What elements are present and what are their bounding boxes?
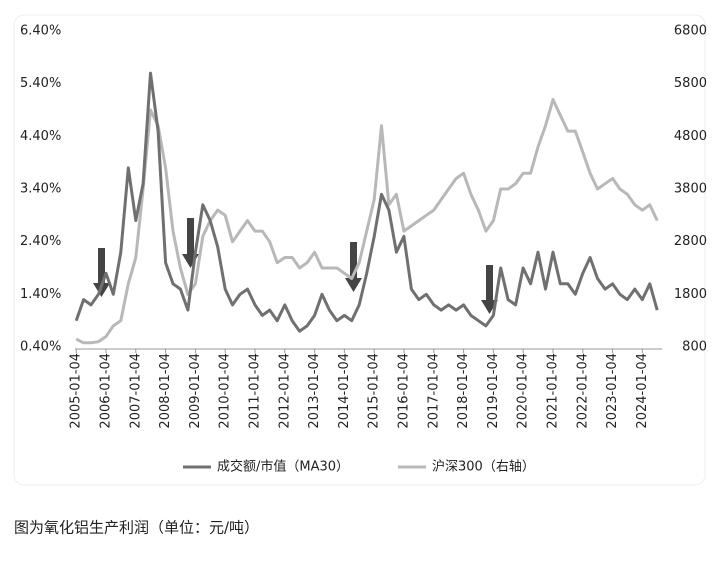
x-tick-label: 2012-01-04 [277,353,292,429]
y2-tick-label: 4800 [674,129,707,144]
y-tick-label: 0.40% [20,340,61,355]
x-tick-label: 2017-01-04 [426,353,441,429]
x-tick-label: 2013-01-04 [307,353,322,429]
y2-tick-label: 2800 [674,234,707,249]
x-tick-label: 2006-01-04 [99,353,114,429]
x-tick-label: 2005-01-04 [69,353,84,429]
x-tick-label: 2021-01-04 [546,353,561,429]
legend-label: 沪深300（右轴） [432,459,535,475]
x-tick-label: 2019-01-04 [486,353,501,429]
y-tick-label: 4.40% [20,129,61,144]
x-tick-label: 2016-01-04 [396,353,411,429]
y-tick-label: 6.40% [20,24,61,39]
y2-tick-label: 1800 [674,287,707,302]
y-tick-label: 5.40% [20,76,61,91]
x-tick-label: 2008-01-04 [158,353,173,429]
series-line [75,98,659,345]
chart-frame [13,14,706,486]
y-tick-label: 3.40% [20,182,61,197]
y-tick-label: 1.40% [20,287,61,302]
x-tick-label: 2010-01-04 [218,353,233,429]
y2-tick-label: 800 [682,340,707,355]
legend-label: 成交额/市值（MA30） [217,459,349,475]
y2-tick-label: 6800 [674,24,707,39]
x-tick-label: 2007-01-04 [128,353,143,429]
caption: 图为氧化铝生产利润（单位：元/吨） [14,519,259,537]
x-tick-label: 2009-01-04 [188,353,203,429]
x-tick-label: 2015-01-04 [367,353,382,429]
y2-tick-label: 3800 [674,182,707,197]
arrow [93,248,110,297]
x-tick-label: 2014-01-04 [337,353,352,429]
x-tick-label: 2011-01-04 [247,353,262,429]
arrow [481,265,498,314]
x-tick-label: 2020-01-04 [516,353,531,429]
x-tick-label: 2024-01-04 [635,353,650,429]
x-tick-label: 2022-01-04 [575,353,590,429]
y2-tick-label: 5800 [674,76,707,91]
series-line [74,71,659,333]
arrow [345,242,362,292]
x-tick-label: 2018-01-04 [456,353,471,429]
x-tick-label: 2023-01-04 [605,353,620,429]
y-tick-label: 2.40% [20,234,61,249]
